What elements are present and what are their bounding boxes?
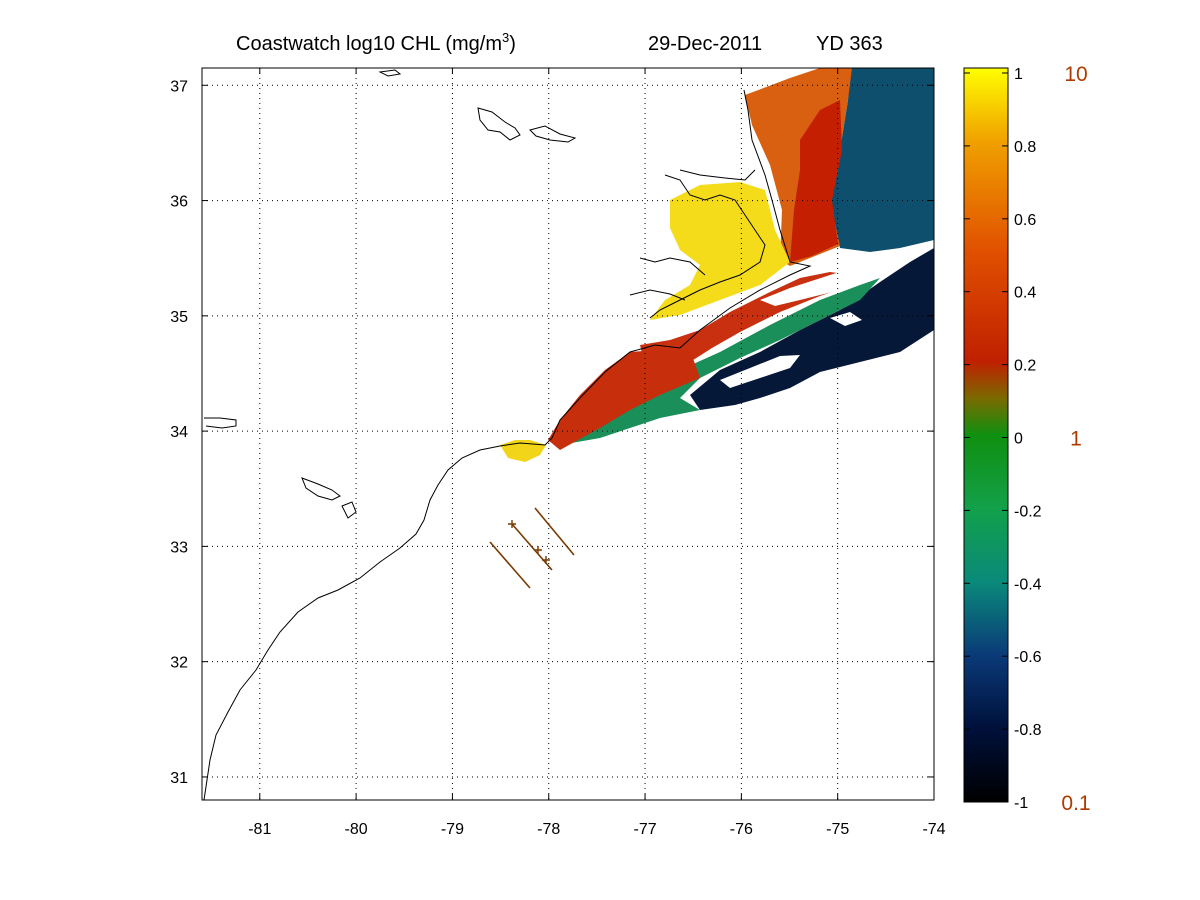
station-marker-2 [534, 546, 542, 554]
title-paren: ) [509, 33, 516, 55]
x-tick-label: -81 [248, 821, 271, 838]
inland-lake-mid [341, 501, 357, 519]
map-title: Coastwatch log10 CHL (mg/m3) 29-Dec-2011… [236, 30, 883, 55]
colorbar-frame [963, 67, 1009, 803]
x-tick-label: -77 [633, 821, 656, 838]
ship-track-east [534, 507, 575, 556]
north-shelf-red-band [790, 100, 842, 262]
cloud-gap-2 [720, 355, 800, 388]
colorbar-tick-label: 0.6 [1014, 212, 1036, 229]
inland-lake-south [301, 477, 341, 501]
inland-lake-north [477, 107, 521, 141]
y-axis-ticks: 31 32 33 34 35 36 37 [170, 78, 934, 787]
inland-lake-west [204, 417, 237, 429]
onslow-bay-region [548, 350, 700, 450]
colorbar-tick-label: -0.4 [1014, 576, 1042, 593]
cloud-gap-3 [830, 312, 862, 326]
station-marker-3 [542, 556, 550, 564]
colorbar-tick-label: 0.4 [1014, 285, 1036, 302]
x-tick-label: -78 [537, 821, 560, 838]
colorbar-gradient [964, 68, 1008, 802]
coastline [203, 69, 812, 800]
map-grid [202, 68, 934, 800]
station-marker-1 [508, 520, 516, 528]
colorbar-tick-label: 0.8 [1014, 139, 1036, 156]
inland-lake-top [378, 69, 402, 77]
title-yearday: YD 363 [816, 33, 883, 55]
x-tick-label: -79 [441, 821, 464, 838]
map-frame [201, 67, 935, 801]
y-tick-label: 34 [170, 424, 188, 441]
x-tick-label: -80 [345, 821, 368, 838]
chlorophyll-field [500, 68, 934, 462]
title-text: Coastwatch log10 CHL (mg/m [236, 33, 502, 55]
inland-lake-north-2 [529, 125, 577, 143]
y-tick-label: 31 [170, 770, 188, 787]
colorbar-ticks: 1 0.8 0.6 0.4 0.2 0 -0.2 -0.4 -0.6 -0.8 -1 [964, 66, 1042, 812]
colorbar-concentration-label: 1 [1070, 428, 1082, 451]
map-area [202, 68, 934, 800]
colorbar-tick-label: 0.2 [1014, 358, 1036, 375]
coastline-south-atlantic [203, 89, 812, 800]
coastline-albemarle [679, 169, 756, 181]
colorbar-tick-label: -0.2 [1014, 503, 1042, 520]
river-estuary-2 [629, 289, 686, 301]
colorbar-tick-label: -1 [1014, 795, 1028, 812]
colorbar-concentration-label: 0.1 [1061, 792, 1090, 815]
title-superscript: 3 [502, 30, 509, 45]
river-estuary-1 [639, 257, 706, 276]
y-tick-label: 35 [170, 309, 188, 326]
x-tick-label: -74 [922, 821, 945, 838]
y-tick-label: 36 [170, 194, 188, 211]
colorbar-tick-label: -0.6 [1014, 649, 1042, 666]
y-tick-label: 33 [170, 539, 188, 556]
pamlico-sound-high-chl [650, 182, 790, 320]
colorbar-tick-label: 1 [1014, 66, 1023, 83]
colorbar: 1 0.8 0.6 0.4 0.2 0 -0.2 -0.4 -0.6 -0.8 -1 10 1 0.1 [963, 63, 1091, 815]
offshore-north-region [830, 68, 934, 252]
y-tick-label: 37 [170, 78, 188, 95]
colorbar-tick-label: 0 [1014, 431, 1023, 448]
coastline-sound-inner [649, 174, 766, 319]
cape-fear-plume [500, 440, 546, 462]
x-tick-label: -75 [826, 821, 849, 838]
x-axis-ticks: -81 -80 -79 -78 -77 -76 -75 -74 [248, 68, 946, 838]
x-tick-label: -76 [730, 821, 753, 838]
colorbar-tick-label: -0.8 [1014, 722, 1042, 739]
ship-tracks [489, 507, 575, 589]
svg-text:Coastwatch log10 CHL (mg/m3): Coastwatch log10 CHL (mg/m3) [236, 30, 516, 55]
colorbar-concentration-labels: 10 1 0.1 [1061, 63, 1090, 815]
station-markers [508, 520, 550, 564]
colorbar-concentration-label: 10 [1064, 63, 1087, 86]
ship-track-west [489, 541, 531, 589]
y-tick-label: 32 [170, 655, 188, 672]
title-date: 29-Dec-2011 [648, 33, 762, 55]
